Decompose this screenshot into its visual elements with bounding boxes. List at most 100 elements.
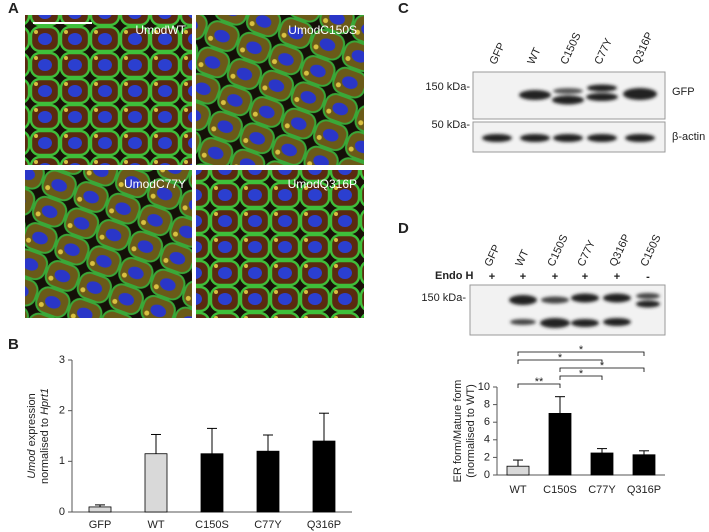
band-label: β-actin bbox=[672, 131, 705, 143]
treatment-sign: - bbox=[646, 271, 650, 283]
y-tick-label: 1 bbox=[59, 455, 65, 467]
band bbox=[603, 293, 631, 303]
micrograph bbox=[196, 170, 364, 318]
x-tick-label: C150S bbox=[195, 519, 229, 531]
marker-label: 150 kDa- bbox=[421, 292, 466, 304]
band-label: GFP bbox=[672, 86, 695, 98]
y-tick-label: 0 bbox=[484, 469, 490, 481]
y-tick-label: 6 bbox=[484, 416, 490, 428]
band bbox=[520, 134, 550, 142]
tile-label: UmodQ316P bbox=[288, 177, 357, 191]
lane-label: C150S bbox=[638, 233, 663, 269]
lane-label: Q316P bbox=[607, 232, 632, 268]
lane-label: C77Y bbox=[575, 238, 598, 269]
lane-label: Q316P bbox=[630, 30, 655, 66]
significance-label: * bbox=[579, 344, 584, 356]
x-tick-label: C150S bbox=[543, 484, 577, 496]
band bbox=[636, 293, 660, 299]
marker-label: 50 kDa- bbox=[431, 119, 470, 131]
bar bbox=[632, 454, 656, 476]
y-tick-label: 2 bbox=[59, 405, 65, 417]
lane-label: GFP bbox=[482, 243, 502, 269]
blot-c: 150 kDa- 50 kDa- GFP β-actin bbox=[425, 71, 705, 153]
band bbox=[553, 88, 583, 94]
lane-label: C77Y bbox=[592, 36, 615, 67]
x-tick-label: C77Y bbox=[254, 519, 282, 531]
treatment-sign: + bbox=[614, 271, 620, 283]
band bbox=[540, 318, 570, 328]
panel-label: B bbox=[8, 336, 19, 353]
lane-label: GFP bbox=[487, 41, 507, 67]
significance-bracket bbox=[559, 367, 645, 372]
band bbox=[571, 293, 599, 303]
significance-label: * bbox=[600, 360, 605, 372]
treatment-sign: + bbox=[520, 271, 526, 283]
panel-label: A bbox=[8, 0, 19, 17]
y-tick-label: 3 bbox=[59, 354, 65, 366]
x-tick-label: C77Y bbox=[588, 484, 616, 496]
lane-label: C150S bbox=[558, 31, 583, 67]
bar bbox=[506, 465, 530, 476]
panel-label: D bbox=[398, 220, 409, 237]
x-tick-label: WT bbox=[147, 519, 164, 531]
significance-bracket bbox=[559, 375, 603, 380]
bar bbox=[256, 450, 280, 513]
significance-label: * bbox=[558, 352, 563, 364]
bar bbox=[548, 412, 572, 476]
y-axis-label-part: (normalised to WT) bbox=[465, 384, 477, 478]
treatment-sign: + bbox=[552, 271, 558, 283]
lane-label: C150S bbox=[545, 233, 570, 269]
significance-bracket bbox=[517, 383, 561, 388]
significance-label: ** bbox=[535, 376, 544, 388]
band bbox=[636, 300, 660, 308]
band bbox=[552, 95, 584, 105]
tile-label: UmodC77Y bbox=[124, 177, 186, 191]
bar bbox=[590, 452, 614, 476]
bar bbox=[88, 506, 112, 513]
band bbox=[541, 296, 569, 304]
band bbox=[603, 318, 631, 326]
micrograph bbox=[196, 15, 364, 165]
lane-label: WT bbox=[525, 46, 543, 67]
treatment-sign: + bbox=[582, 271, 588, 283]
band bbox=[625, 134, 655, 142]
tile-label: UmodWT bbox=[135, 23, 186, 37]
band bbox=[587, 134, 617, 142]
marker-label: 150 kDa- bbox=[425, 81, 470, 93]
band bbox=[623, 88, 657, 100]
y-axis-label: Umod expression bbox=[26, 393, 38, 479]
x-tick-label: Q316P bbox=[627, 484, 661, 496]
y-tick-label: 10 bbox=[478, 381, 490, 393]
y-tick-label: 8 bbox=[484, 399, 490, 411]
y-tick-label: 2 bbox=[484, 451, 490, 463]
band bbox=[510, 319, 536, 325]
treatment-label: Endo H bbox=[435, 270, 474, 282]
y-axis-label-part: Hprt1 bbox=[39, 388, 51, 415]
significance-bracket bbox=[517, 351, 645, 356]
band bbox=[571, 319, 599, 327]
y-axis-label: (normalised to WT) bbox=[465, 384, 477, 478]
y-axis-label-part: expression bbox=[26, 393, 38, 449]
panel-label: C bbox=[398, 0, 409, 17]
treatment-sign: + bbox=[489, 271, 495, 283]
y-axis-label: normalised to Hprt1 bbox=[39, 388, 51, 484]
significance-bracket bbox=[517, 359, 603, 364]
x-tick-label: WT bbox=[509, 484, 526, 496]
micrographs: UmodWT UmodC150S UmodC77Y UmodQ316P bbox=[25, 15, 364, 318]
blot bbox=[469, 284, 666, 336]
band bbox=[482, 134, 512, 142]
y-axis-label-part: normalised to bbox=[39, 415, 51, 484]
y-tick-label: 0 bbox=[59, 506, 65, 518]
bar bbox=[312, 440, 336, 513]
y-axis-label-part: Umod bbox=[26, 449, 38, 479]
band bbox=[553, 134, 583, 142]
y-axis-label-part: ER form/Mature form bbox=[452, 380, 464, 483]
band bbox=[587, 84, 617, 92]
y-axis-label: ER form/Mature form bbox=[452, 380, 464, 483]
micrograph bbox=[25, 170, 192, 318]
tile-label: UmodC150S bbox=[288, 23, 357, 37]
micrograph bbox=[25, 15, 192, 165]
x-tick-label: GFP bbox=[89, 519, 112, 531]
band bbox=[509, 295, 537, 305]
